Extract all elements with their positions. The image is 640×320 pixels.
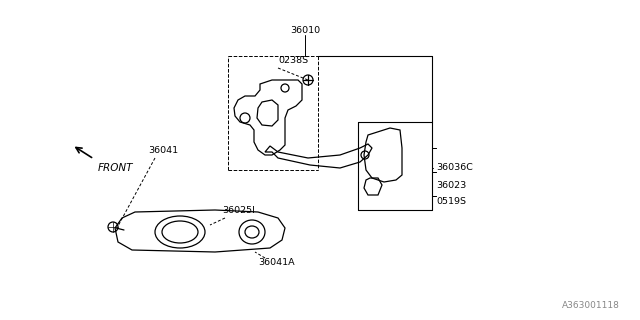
Text: A363001118: A363001118 [562, 301, 620, 310]
Text: 36025I: 36025I [222, 206, 255, 215]
Text: 36010: 36010 [290, 26, 320, 35]
Text: 36041: 36041 [148, 146, 178, 155]
Text: 36023: 36023 [436, 180, 467, 189]
Text: 36041A: 36041A [258, 258, 294, 267]
Text: 0238S: 0238S [278, 56, 308, 65]
Text: 0519S: 0519S [436, 197, 466, 206]
Text: FRONT: FRONT [98, 163, 134, 173]
Text: 36036C: 36036C [436, 164, 473, 172]
